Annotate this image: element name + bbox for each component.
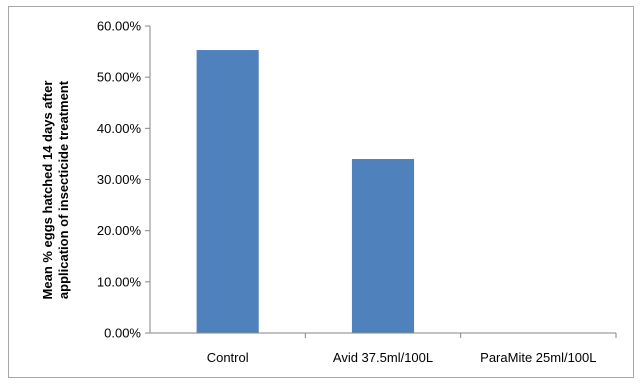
bar-1 [196, 50, 259, 333]
y-axis-title: Mean % eggs hatched 14 days after applic… [40, 80, 71, 299]
y-tick-label: 50.00% [97, 70, 142, 85]
x-tick-label: Avid 37.5ml/100L [333, 350, 433, 365]
y-tick-label: 20.00% [97, 223, 142, 238]
y-axis-title-line-1: Mean % eggs hatched 14 days after [40, 81, 55, 300]
x-tick-label: Control [207, 350, 249, 365]
y-tick-label: 10.00% [97, 274, 142, 289]
y-tick-label: 0.00% [104, 326, 141, 341]
chart-frame [8, 6, 634, 378]
y-tick-label: 30.00% [97, 172, 142, 187]
x-axis-tick-labels: Control Avid 37.5ml/100L ParaMite 25ml/100… [207, 333, 617, 365]
bar-2 [351, 159, 415, 333]
x-tick-label: ParaMite 25ml/100L [480, 350, 596, 365]
y-tick-label: 40.00% [97, 121, 142, 136]
bars [196, 50, 415, 333]
y-tick-label: 60.00% [97, 19, 142, 34]
y-axis-title-line-2: application of insecticide treatment [56, 80, 71, 299]
y-axis-ticks: 0.00% 10.00% 20.00% 30.00% 40.00% 50.00% 60.00… [97, 19, 150, 341]
